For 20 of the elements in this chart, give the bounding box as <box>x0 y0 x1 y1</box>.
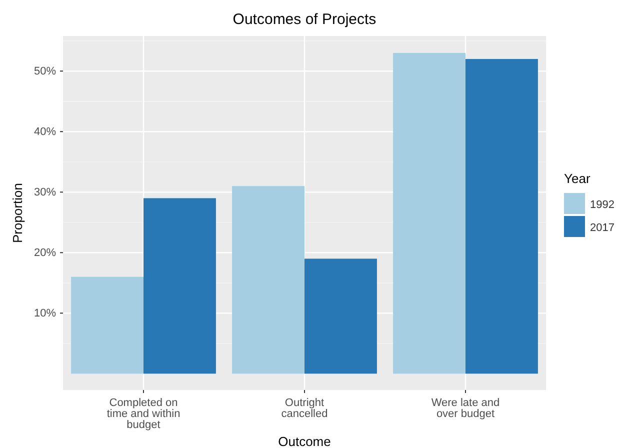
bar <box>304 258 377 374</box>
y-tick-label: 10% <box>34 308 56 320</box>
y-tick-label: 30% <box>34 186 56 199</box>
y-tick-label: 20% <box>34 247 56 260</box>
legend-label: 1992 <box>590 199 614 211</box>
x-tick-label: Were late and over budget <box>431 397 500 420</box>
legend-title: Year <box>564 171 591 186</box>
x-tick-label: Completed on time and within budget <box>106 397 180 431</box>
y-axis-title: Proportion <box>10 183 25 243</box>
x-axis-title: Outcome <box>278 434 331 448</box>
x-tick-label: Outright cancelled <box>281 397 328 420</box>
bar <box>71 276 144 374</box>
legend-label: 2017 <box>590 222 614 234</box>
bar <box>232 186 304 374</box>
bar <box>393 52 466 374</box>
bar <box>144 198 216 374</box>
y-tick-label: 50% <box>34 66 56 78</box>
y-tick-label: 40% <box>34 126 56 138</box>
chart-title: Outcomes of Projects <box>232 11 376 28</box>
bar <box>466 58 538 374</box>
